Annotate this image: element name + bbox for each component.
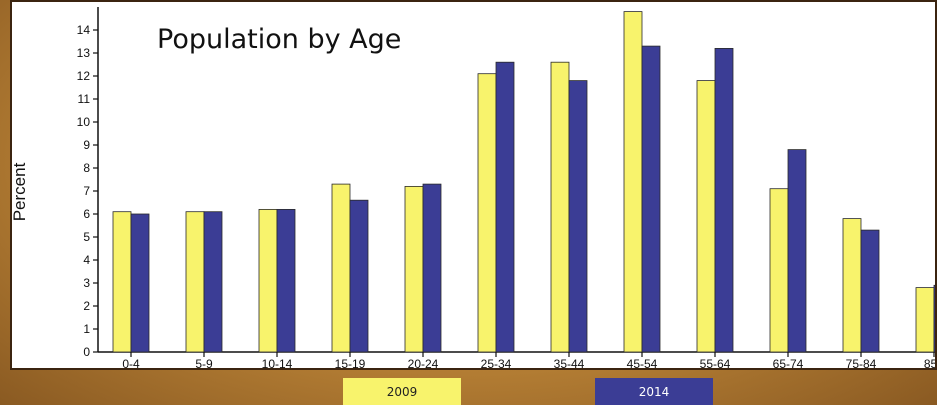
y-tick-label: 9	[83, 138, 90, 152]
bar-2014-45-54	[641, 45, 661, 353]
bar-2009-20-24	[404, 185, 424, 353]
chart-title: Population by Age	[157, 24, 402, 55]
y-tick-label: 2	[83, 299, 90, 313]
bar-2009-85+	[915, 287, 935, 353]
bar-2009-10-14	[258, 208, 278, 353]
bar-2009-35-44	[550, 61, 570, 353]
bar-2014-75-84	[860, 229, 880, 353]
chart-panel: 0 1 2 3 4 5 6 7 8 9 10 11 12 13 14 0-4 5-9 10-14 15-19 20-2…	[10, 0, 937, 370]
bar-2014-35-44	[568, 80, 588, 353]
bar-2014-85+	[933, 284, 935, 353]
x-tick-label: 25-34	[481, 357, 512, 368]
bar-2014-25-34	[495, 61, 515, 353]
legend-item-2014: 2014	[595, 378, 713, 405]
y-tick-label: 12	[77, 69, 91, 83]
y-tick-label: 13	[77, 46, 91, 60]
bar-2014-10-14	[276, 208, 296, 353]
x-tick-label: 20-24	[408, 357, 439, 368]
y-tick-label: 10	[77, 115, 91, 129]
bar-2014-55-64	[714, 48, 734, 353]
y-tick-label: 3	[83, 276, 90, 290]
bar-2014-65-74	[787, 149, 807, 353]
bar-2014-5-9	[203, 211, 223, 353]
y-tick-label: 7	[83, 184, 90, 198]
x-tick-label: 85+	[924, 357, 935, 368]
bar-2009-55-64	[696, 80, 716, 353]
bar-2014-15-19	[349, 199, 369, 353]
x-tick-label: 10-14	[262, 357, 293, 368]
legend-item-2009: 2009	[343, 378, 461, 405]
y-tick-label: 1	[83, 322, 90, 336]
y-tick-label: 4	[83, 253, 90, 267]
x-tick-label: 65-74	[773, 357, 804, 368]
bar-2014-0-4	[130, 213, 150, 353]
y-tick-label: 6	[83, 207, 90, 221]
y-tick-label: 8	[83, 161, 90, 175]
y-tick-label: 14	[77, 23, 91, 37]
bar-2014-20-24	[422, 183, 442, 353]
bar-2009-0-4	[112, 211, 132, 353]
bar-2009-5-9	[185, 211, 205, 353]
bar-2009-25-34	[477, 73, 497, 353]
y-tick-label: 11	[78, 92, 91, 106]
y-axis-label: Percent	[10, 162, 29, 222]
bar-2009-65-74	[769, 188, 789, 353]
x-tick-label: 0-4	[122, 357, 140, 368]
bar-2009-15-19	[331, 183, 351, 353]
x-tick-label: 35-44	[554, 357, 585, 368]
x-tick-label: 45-54	[627, 357, 658, 368]
y-tick-label: 5	[83, 230, 90, 244]
y-tick-label: 0	[83, 345, 90, 359]
x-tick-label: 5-9	[195, 357, 213, 368]
x-tick-label: 55-64	[700, 357, 731, 368]
bar-2009-45-54	[623, 11, 643, 353]
x-tick-label: 75-84	[846, 357, 877, 368]
x-tick-label: 15-19	[335, 357, 366, 368]
bar-2009-75-84	[842, 218, 862, 353]
